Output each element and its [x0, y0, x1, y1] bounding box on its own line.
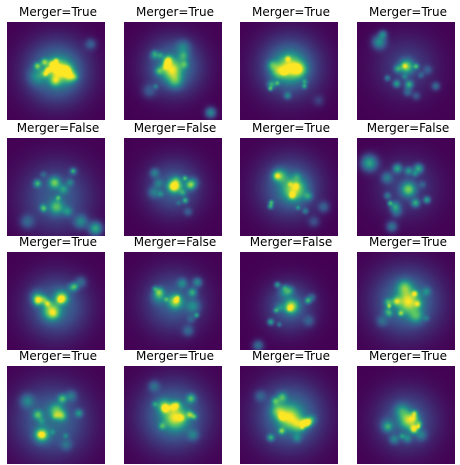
panel-title: Merger=True: [252, 121, 330, 135]
panel-title: Merger=False: [366, 121, 450, 135]
panel-title: Merger=True: [136, 349, 214, 363]
galaxy-image: [124, 366, 222, 464]
panel-6: Merger=False: [117, 120, 233, 236]
panel-title: Merger=False: [16, 121, 100, 135]
panel-14: Merger=True: [117, 348, 233, 464]
panel-12: Merger=True: [350, 234, 460, 350]
panel-5: Merger=False: [0, 120, 116, 236]
panel-2: Merger=True: [117, 4, 233, 120]
panel-11: Merger=False: [233, 234, 349, 350]
panel-10: Merger=False: [117, 234, 233, 350]
galaxy-image: [357, 252, 455, 350]
galaxy-image: [357, 366, 455, 464]
panel-title: Merger=True: [369, 235, 447, 249]
panel-title: Merger=True: [252, 5, 330, 19]
panel-title: Merger=True: [19, 5, 97, 19]
panel-3: Merger=True: [233, 4, 349, 120]
galaxy-image: [357, 22, 455, 120]
panel-1: Merger=True: [0, 4, 116, 120]
panel-4: Merger=True: [350, 4, 460, 120]
galaxy-image: [7, 366, 105, 464]
panel-16: Merger=True: [350, 348, 460, 464]
galaxy-image: [357, 138, 455, 236]
panel-title: Merger=True: [136, 5, 214, 19]
panel-title: Merger=True: [19, 235, 97, 249]
panel-title: Merger=False: [133, 121, 217, 135]
panel-title: Merger=True: [369, 349, 447, 363]
galaxy-image: [240, 138, 338, 236]
galaxy-image: [240, 366, 338, 464]
galaxy-image: [7, 22, 105, 120]
galaxy-image: [7, 138, 105, 236]
panel-15: Merger=True: [233, 348, 349, 464]
panel-title: Merger=True: [19, 349, 97, 363]
galaxy-image: [7, 252, 105, 350]
galaxy-image: [124, 252, 222, 350]
panel-7: Merger=True: [233, 120, 349, 236]
panel-title: Merger=False: [133, 235, 217, 249]
panel-title: Merger=True: [252, 349, 330, 363]
galaxy-image: [124, 22, 222, 120]
galaxy-image: [124, 138, 222, 236]
panel-8: Merger=False: [350, 120, 460, 236]
panel-title: Merger=True: [369, 5, 447, 19]
panel-9: Merger=True: [0, 234, 116, 350]
panel-title: Merger=False: [249, 235, 333, 249]
galaxy-image: [240, 252, 338, 350]
galaxy-image: [240, 22, 338, 120]
panel-13: Merger=True: [0, 348, 116, 464]
